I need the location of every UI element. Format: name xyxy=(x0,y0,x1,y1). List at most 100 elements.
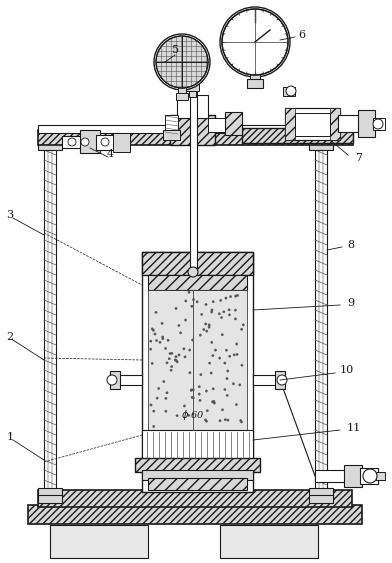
Bar xyxy=(115,375,142,385)
Circle shape xyxy=(198,393,200,395)
Circle shape xyxy=(234,318,237,320)
Circle shape xyxy=(205,390,208,392)
Circle shape xyxy=(200,313,203,316)
Circle shape xyxy=(211,401,214,403)
Circle shape xyxy=(196,301,198,303)
Circle shape xyxy=(222,9,288,75)
Circle shape xyxy=(209,362,211,364)
Bar xyxy=(44,145,56,492)
Circle shape xyxy=(225,297,227,300)
Bar xyxy=(311,133,331,142)
Circle shape xyxy=(188,414,190,417)
Circle shape xyxy=(179,332,182,334)
Circle shape xyxy=(178,354,180,356)
Circle shape xyxy=(212,301,214,303)
Circle shape xyxy=(198,386,200,388)
Circle shape xyxy=(226,394,229,396)
Circle shape xyxy=(185,300,187,302)
Circle shape xyxy=(220,299,222,302)
Circle shape xyxy=(191,339,194,341)
Circle shape xyxy=(213,402,216,404)
Circle shape xyxy=(240,421,243,423)
Circle shape xyxy=(239,383,241,386)
Circle shape xyxy=(221,409,224,411)
Circle shape xyxy=(192,388,194,391)
Text: 4: 4 xyxy=(107,149,114,159)
Circle shape xyxy=(242,324,245,326)
Circle shape xyxy=(225,349,228,351)
Circle shape xyxy=(234,295,237,297)
Bar xyxy=(80,130,100,153)
Circle shape xyxy=(170,369,172,372)
Circle shape xyxy=(169,352,171,355)
Circle shape xyxy=(211,311,213,313)
Bar xyxy=(275,371,285,389)
Bar xyxy=(28,505,362,524)
Bar xyxy=(50,525,148,558)
Circle shape xyxy=(150,340,152,342)
Circle shape xyxy=(232,383,234,385)
Bar xyxy=(176,93,188,100)
Circle shape xyxy=(171,352,173,355)
Circle shape xyxy=(205,330,208,332)
Text: 8: 8 xyxy=(347,240,354,250)
Bar xyxy=(142,252,253,492)
Circle shape xyxy=(236,343,238,345)
Circle shape xyxy=(192,298,195,301)
Bar xyxy=(309,138,333,150)
Bar xyxy=(309,488,333,496)
Circle shape xyxy=(204,419,207,421)
Bar xyxy=(285,108,340,140)
Circle shape xyxy=(212,388,214,390)
Bar xyxy=(38,138,62,150)
Circle shape xyxy=(203,328,205,330)
Circle shape xyxy=(228,314,230,316)
Circle shape xyxy=(151,328,153,330)
Circle shape xyxy=(189,349,191,351)
Bar xyxy=(96,135,118,150)
Bar xyxy=(40,133,60,142)
Circle shape xyxy=(214,349,217,351)
Bar xyxy=(142,470,253,480)
Circle shape xyxy=(171,365,173,368)
Bar xyxy=(358,110,375,137)
Circle shape xyxy=(199,334,201,336)
Bar xyxy=(250,73,260,83)
Bar xyxy=(48,145,52,492)
Circle shape xyxy=(175,307,177,310)
Text: 7: 7 xyxy=(355,153,362,163)
Circle shape xyxy=(212,400,215,403)
Circle shape xyxy=(240,328,243,330)
Bar xyxy=(113,133,130,152)
Circle shape xyxy=(168,358,171,360)
Circle shape xyxy=(183,348,185,350)
Circle shape xyxy=(221,333,223,336)
Circle shape xyxy=(205,303,207,306)
Circle shape xyxy=(236,294,239,297)
Circle shape xyxy=(101,138,109,146)
Circle shape xyxy=(236,353,238,356)
Text: 1: 1 xyxy=(6,432,14,442)
Bar xyxy=(247,79,263,88)
Circle shape xyxy=(208,324,211,326)
Text: 9: 9 xyxy=(347,298,354,308)
Bar xyxy=(142,430,253,460)
Bar xyxy=(178,85,186,95)
Bar xyxy=(295,113,330,136)
Text: $\phi$ 60: $\phi$ 60 xyxy=(181,408,205,422)
Circle shape xyxy=(184,319,187,321)
Circle shape xyxy=(183,405,185,407)
Circle shape xyxy=(224,388,226,391)
Circle shape xyxy=(212,355,214,357)
Circle shape xyxy=(205,420,208,422)
Circle shape xyxy=(241,364,243,367)
Bar xyxy=(309,495,333,503)
Text: 11: 11 xyxy=(347,423,361,433)
Bar xyxy=(148,478,247,490)
Circle shape xyxy=(81,138,89,146)
Circle shape xyxy=(218,357,221,359)
Circle shape xyxy=(224,362,226,364)
Bar xyxy=(38,125,353,133)
Circle shape xyxy=(166,361,168,364)
Circle shape xyxy=(189,372,191,374)
